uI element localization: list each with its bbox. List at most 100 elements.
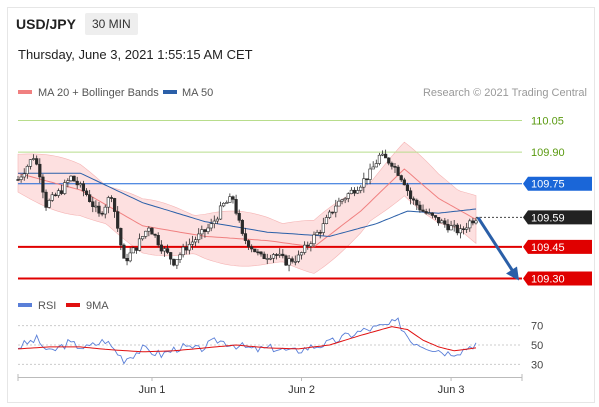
candle (119, 227, 123, 251)
candle (184, 241, 188, 255)
candle (461, 226, 466, 235)
candle (38, 158, 42, 184)
candle (69, 175, 73, 183)
forecast-arrow-head (506, 266, 519, 281)
x-tick-label: Jun 1 (139, 384, 166, 396)
candle (137, 233, 142, 252)
candle (421, 204, 425, 213)
candle (331, 211, 335, 215)
rsi-ma9-line (17, 326, 477, 353)
candle (287, 254, 291, 272)
symbol-title: USD/JPY (16, 16, 76, 32)
candle (75, 176, 79, 189)
candle (228, 193, 232, 203)
candle (343, 196, 347, 204)
candle (259, 251, 263, 257)
candle (365, 178, 369, 185)
candle (399, 174, 403, 182)
rsi-panel: 70 50 30 (17, 317, 543, 371)
candle (284, 254, 288, 266)
level-label-109.59: 109.59 (531, 212, 565, 224)
chart-datetime: Thursday, June 3, 2021 1:55:15 AM CET (18, 47, 253, 62)
candle (384, 149, 388, 159)
candle (240, 219, 244, 236)
level-labels: 110.05 109.90 109.75 109.59 109.45 109.30 (523, 116, 592, 286)
candle (156, 232, 160, 248)
candle (433, 215, 438, 220)
candle (340, 198, 344, 205)
candle (452, 220, 456, 232)
candle (471, 218, 475, 226)
rsi-legend: RSI 9MA (18, 300, 109, 312)
candle (408, 187, 413, 205)
candle (81, 180, 86, 197)
candle (268, 254, 272, 261)
forecast-arrow-shaft (476, 216, 517, 276)
candle (256, 248, 260, 256)
candle (31, 154, 36, 161)
candle (172, 258, 176, 267)
candle (97, 202, 101, 217)
candle (387, 157, 391, 166)
rsi-level-label-30: 30 (531, 359, 543, 371)
candle (424, 208, 428, 215)
candle (60, 184, 64, 196)
candle (190, 235, 195, 250)
timeframe-badge[interactable]: 30 MIN (85, 13, 138, 35)
candle (187, 238, 191, 255)
candle (88, 189, 92, 203)
candle (380, 150, 385, 157)
candle (346, 192, 350, 203)
candle (112, 197, 117, 218)
candle (374, 159, 378, 168)
candle (35, 155, 39, 166)
candle (215, 216, 220, 224)
candle (250, 244, 254, 253)
level-tag-109.59 (523, 210, 592, 225)
candle (352, 187, 357, 197)
ma9-legend-swatch (66, 303, 80, 307)
rsi-legend-label: RSI (38, 300, 56, 312)
candle (144, 230, 148, 239)
candle (66, 178, 70, 188)
candle (193, 236, 198, 247)
candle (16, 175, 20, 181)
candle (100, 211, 104, 217)
candle (377, 152, 382, 166)
candle (91, 196, 95, 213)
candle (349, 187, 353, 195)
ma50-line (18, 172, 477, 237)
candle (212, 215, 216, 229)
candle (265, 253, 269, 265)
rsi-level-label-70: 70 (531, 321, 543, 333)
candle (443, 217, 447, 228)
ma20-legend-swatch (18, 90, 32, 94)
candle (200, 225, 204, 240)
candle (175, 259, 179, 269)
candle (103, 204, 107, 219)
candle (63, 179, 67, 196)
candle (150, 227, 154, 235)
candle (315, 229, 319, 236)
x-tick-label: Jun 2 (288, 384, 315, 396)
candle (368, 163, 372, 185)
candle (306, 241, 310, 250)
candle (468, 218, 472, 232)
candle (262, 251, 266, 260)
level-label-109.75: 109.75 (531, 179, 565, 191)
candle (19, 174, 23, 183)
candles (16, 149, 478, 272)
candle (237, 209, 241, 223)
candle (449, 220, 453, 231)
candle (50, 191, 54, 202)
level-tag-109.30 (523, 271, 592, 286)
level-label-109.45: 109.45 (531, 242, 565, 254)
candle (134, 247, 138, 254)
candle (84, 188, 89, 197)
candle (116, 206, 120, 233)
research-credit: Research © 2021 Trading Central (423, 87, 587, 99)
candle (222, 202, 226, 208)
candle (178, 252, 182, 264)
candle (324, 214, 329, 225)
candle (362, 172, 366, 193)
